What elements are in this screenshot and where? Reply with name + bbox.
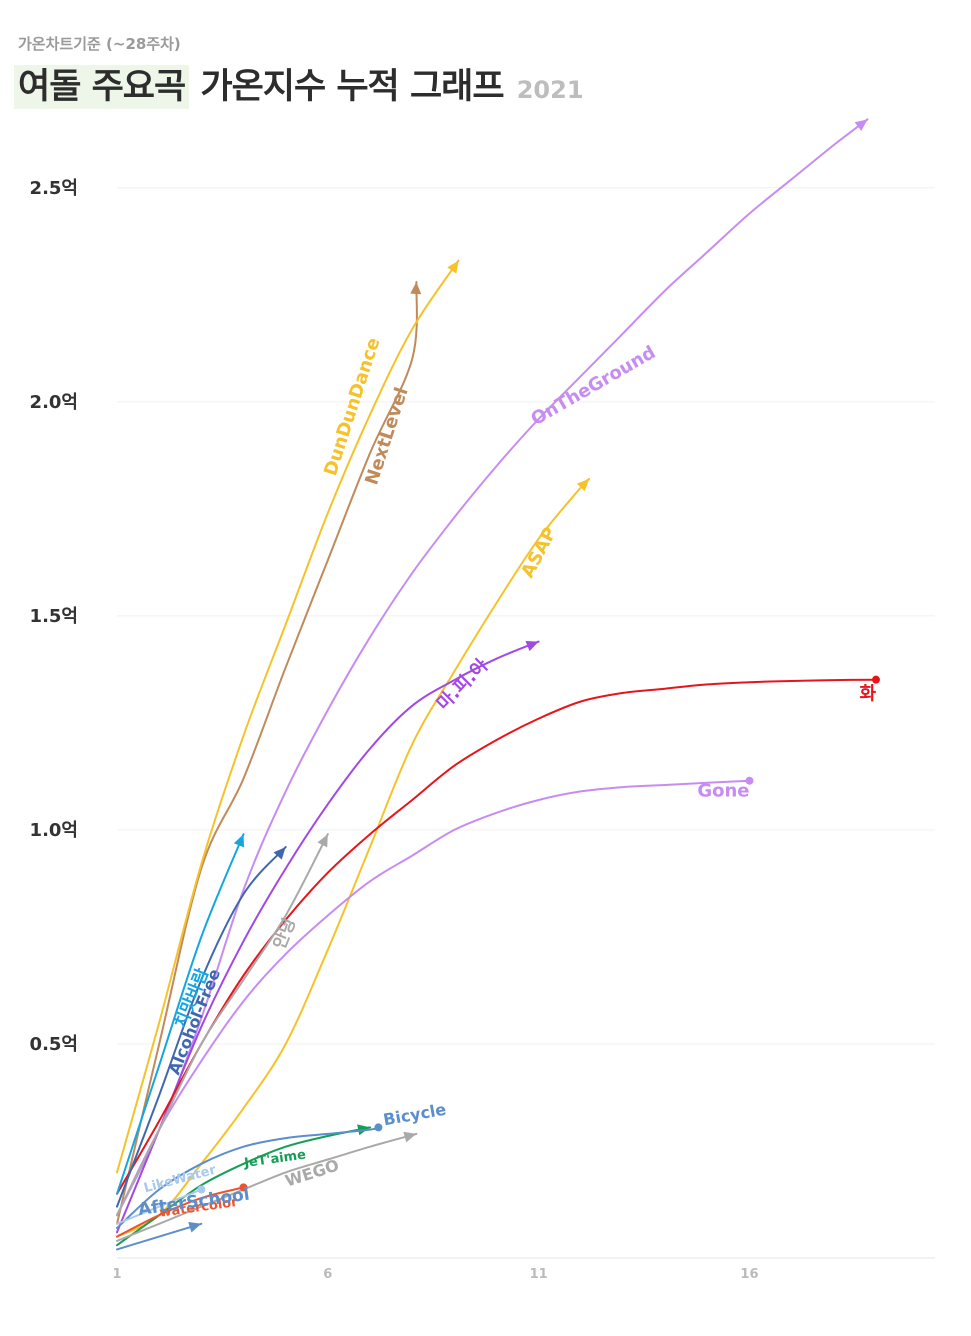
series-line-치맛바람 — [116, 833, 245, 1195]
series-arrowhead-dundundance — [447, 260, 459, 274]
series-arrowhead-afterschool — [188, 1221, 202, 1233]
series-line-likewater — [116, 1188, 203, 1225]
series-endpoint-gone — [745, 776, 754, 785]
series-lines — [116, 118, 880, 1251]
grid-lines — [117, 187, 935, 1259]
y-tick-label: 2.0억 — [30, 392, 78, 413]
x-tick-label: 16 — [740, 1267, 758, 1282]
series-line-마-피-아 — [116, 640, 540, 1234]
series-arrowhead-ontheground — [854, 119, 868, 131]
series-arrowhead-wego — [403, 1131, 417, 1143]
series-line-asap — [116, 477, 591, 1238]
x-axis: 1 6 11 16 — [112, 1267, 758, 1282]
series-line-dundundance — [116, 259, 460, 1174]
y-tick-label: 0.5억 — [30, 1034, 78, 1055]
chart-subtitle: 가온차트기준 (~28주차) — [18, 35, 181, 53]
series-endpoint-bicycle — [374, 1123, 383, 1132]
series-line-bicycle — [116, 1126, 380, 1229]
y-tick-label: 2.5억 — [30, 178, 78, 199]
series-line-gone — [116, 779, 751, 1217]
y-tick-label: 1.0억 — [30, 820, 78, 841]
series-label-bicycle: Bicycle — [382, 1100, 448, 1130]
series-line-안녕 — [116, 833, 329, 1217]
series-endpoint-likewater — [197, 1185, 206, 1194]
y-axis: 0.5억 1.0억 1.5억 2.0억 2.5억 — [30, 178, 78, 1055]
series-arrowhead-치맛바람 — [233, 834, 245, 848]
series-labels: OnTheGroundNextLevelDunDunDanceASAP마.피.아… — [137, 335, 877, 1221]
series-line-watercolor — [116, 1186, 245, 1238]
x-tick-label: 1 — [112, 1267, 121, 1282]
series-arrowhead-안녕 — [317, 834, 328, 848]
x-tick-label: 6 — [323, 1267, 332, 1282]
series-endpoint-화 — [871, 675, 880, 684]
series-label-ontheground: OnTheGround — [528, 342, 660, 430]
y-tick-label: 1.5억 — [30, 606, 78, 627]
series-label-마-피-아: 마.피.아 — [433, 655, 493, 715]
x-tick-label: 11 — [530, 1267, 548, 1282]
series-arrowhead-asap — [576, 478, 590, 492]
title-highlight: 여돌 주요곡 — [14, 65, 190, 109]
series-line-alcohol-free — [116, 846, 287, 1208]
series-label-안녕: 안녕 — [269, 915, 300, 952]
series-line-ontheground — [116, 118, 869, 1217]
series-label-gone: Gone — [697, 781, 749, 802]
chart-title: 여돌 주요곡 가온지수 누적 그래프 2021 — [14, 58, 584, 109]
series-line-wego — [116, 1132, 418, 1242]
series-arrowhead-마-피-아 — [525, 640, 539, 652]
series-arrowhead-alcohol-free — [273, 847, 286, 860]
series-arrowhead-nextlevel — [410, 281, 422, 295]
series-line-화 — [116, 678, 877, 1195]
series-endpoint-watercolor — [239, 1183, 248, 1192]
series-label-asap: ASAP — [517, 524, 561, 582]
series-label-nextlevel: NextLevel — [361, 385, 412, 488]
series-label-화: 화 — [859, 684, 876, 705]
title-rest: 가온지수 누적 그래프 — [189, 67, 504, 107]
title-year: 2021 — [516, 76, 584, 104]
series-line-nextlevel — [116, 281, 418, 1225]
